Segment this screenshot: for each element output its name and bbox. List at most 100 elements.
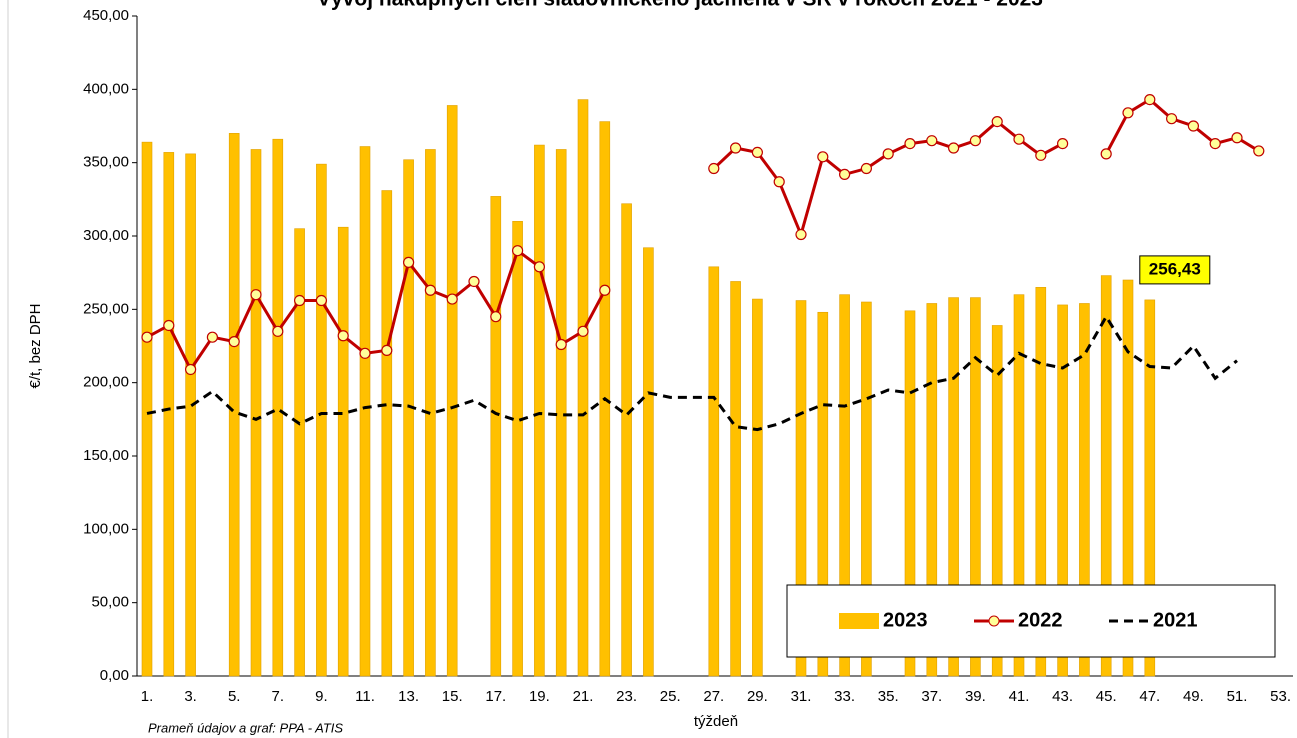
line-marker — [315, 294, 327, 307]
line-marker — [947, 142, 960, 154]
line-marker — [446, 293, 458, 305]
line-marker — [1100, 148, 1112, 160]
x-tick-label: 51. — [1227, 688, 1248, 705]
x-tick-label: 19. — [529, 688, 550, 705]
x-tick-label: 47. — [1139, 688, 1160, 705]
bar — [577, 99, 589, 677]
y-tick-label: 300,00 — [83, 227, 129, 244]
line-marker — [1253, 145, 1265, 157]
bar — [294, 228, 305, 677]
bar — [861, 301, 872, 677]
bar — [991, 325, 1003, 677]
line-marker — [141, 331, 153, 343]
line-marker — [751, 146, 764, 158]
bar — [1144, 299, 1156, 677]
bar — [185, 153, 196, 677]
line-marker — [228, 336, 240, 348]
bar — [926, 303, 938, 677]
line-marker — [337, 330, 349, 342]
bar — [817, 311, 829, 677]
line-marker — [795, 228, 807, 241]
bar — [1100, 275, 1112, 677]
x-tick-label: 21. — [573, 688, 594, 705]
bar — [337, 226, 349, 677]
x-tick-label: 9. — [315, 688, 328, 705]
line-marker — [511, 245, 524, 257]
x-tick-label: 31. — [791, 688, 812, 705]
line-marker — [991, 115, 1003, 128]
line-marker — [904, 138, 916, 150]
bar — [163, 152, 175, 677]
x-tick-label: 27. — [703, 688, 724, 705]
bar — [316, 163, 327, 677]
bar — [730, 281, 741, 677]
x-tick-label: 29. — [747, 688, 768, 705]
x-tick-label: 33. — [834, 688, 855, 705]
x-tick-label: 49. — [1183, 688, 1204, 705]
line-marker — [1144, 93, 1156, 106]
line-marker — [533, 261, 546, 273]
x-tick-label: 37. — [921, 688, 942, 705]
bar — [904, 310, 916, 677]
bar — [643, 247, 654, 677]
x-tick-label: 17. — [485, 688, 506, 705]
bar — [490, 196, 502, 677]
x-tick-label: 11. — [355, 688, 375, 705]
x-tick-label: 13. — [398, 688, 419, 705]
line-marker — [817, 151, 829, 163]
line-marker — [969, 135, 982, 147]
bar — [250, 149, 262, 677]
line-marker — [838, 168, 851, 180]
chart-title: Vývoj nákupných cien sladovníckeho jačme… — [317, 0, 1043, 11]
legend-swatch — [839, 613, 879, 629]
bar — [446, 105, 458, 677]
y-tick-label: 350,00 — [83, 154, 129, 171]
x-tick-label: 53. — [1270, 688, 1291, 705]
line-marker — [599, 284, 611, 296]
x-tick-label: 43. — [1052, 688, 1073, 705]
x-tick-label: 25. — [660, 688, 681, 705]
bar — [272, 138, 284, 677]
line-marker — [729, 142, 742, 154]
bar — [381, 190, 393, 677]
line-marker — [272, 325, 284, 337]
x-tick-label: 7. — [272, 688, 285, 705]
line-marker — [708, 162, 720, 175]
line-marker — [1209, 138, 1221, 150]
legend-label: 2022 — [1018, 609, 1063, 631]
y-tick-label: 200,00 — [83, 374, 129, 391]
bar — [228, 133, 240, 677]
line-marker — [1165, 113, 1178, 125]
bar — [1013, 294, 1025, 677]
line-marker — [1122, 107, 1134, 119]
x-tick-label: 5. — [228, 688, 241, 705]
line-marker — [206, 331, 218, 343]
bar — [1079, 303, 1090, 677]
y-tick-label: 250,00 — [83, 300, 129, 317]
line-marker — [163, 319, 175, 332]
bar — [948, 297, 959, 677]
x-tick-label: 15. — [442, 688, 463, 705]
bar — [839, 294, 850, 677]
bar — [1122, 279, 1134, 677]
line-marker — [1056, 138, 1069, 150]
bar — [359, 146, 371, 677]
y-axis-label: €/t, bez DPH — [27, 303, 44, 388]
line-marker — [490, 311, 502, 323]
bar — [1035, 287, 1047, 677]
x-tick-label: 1. — [141, 688, 154, 705]
source-note: Prameň údajov a graf: PPA - ATIS — [148, 720, 343, 735]
line-marker — [1013, 133, 1025, 145]
line-marker — [926, 135, 938, 147]
x-tick-label: 23. — [616, 688, 637, 705]
bar — [555, 149, 567, 677]
line-marker — [381, 344, 393, 356]
line-marker — [1231, 132, 1243, 144]
y-tick-label: 0,00 — [100, 667, 129, 684]
line-marker — [294, 294, 306, 307]
bar — [708, 266, 720, 677]
bar — [534, 144, 545, 677]
y-tick-label: 450,00 — [83, 7, 129, 24]
legend-marker — [988, 615, 1000, 627]
legend-label: 2021 — [1153, 609, 1198, 631]
